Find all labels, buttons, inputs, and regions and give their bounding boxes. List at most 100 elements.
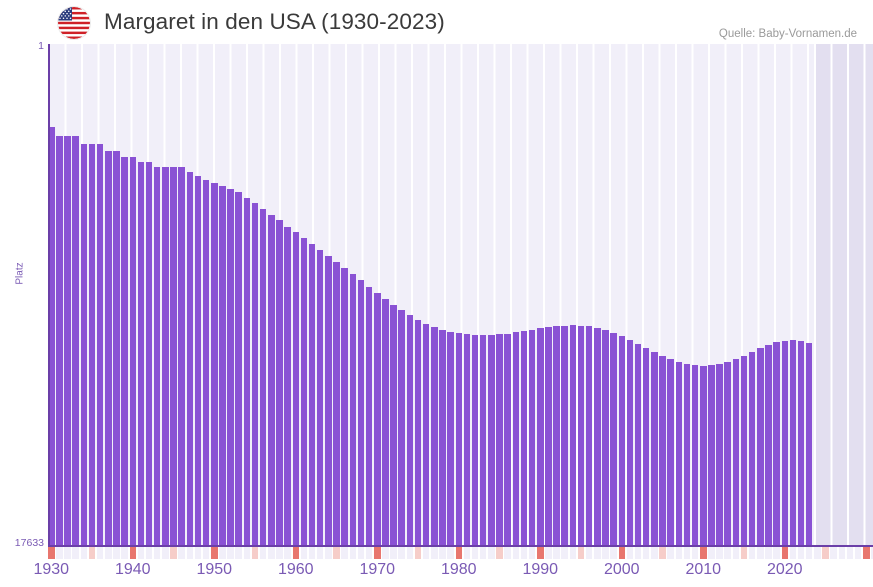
bar[interactable] [651, 351, 658, 546]
bar[interactable] [88, 143, 96, 546]
bar[interactable] [520, 331, 528, 546]
bar[interactable] [789, 340, 797, 546]
bar[interactable] [512, 332, 520, 546]
bar[interactable] [219, 186, 226, 546]
bar[interactable] [72, 136, 79, 546]
bar[interactable] [406, 315, 414, 546]
bar[interactable] [170, 167, 177, 546]
bar[interactable] [268, 215, 275, 546]
bar[interactable] [748, 352, 756, 546]
bar[interactable] [276, 220, 283, 546]
bar[interactable] [724, 362, 731, 546]
bar[interactable] [113, 150, 120, 546]
bar[interactable] [64, 136, 71, 546]
bar[interactable] [316, 249, 324, 546]
bar[interactable] [463, 334, 471, 546]
bar[interactable] [80, 143, 88, 546]
bar[interactable] [618, 335, 626, 546]
bar[interactable] [431, 327, 438, 546]
bar[interactable] [683, 364, 691, 546]
bar[interactable] [773, 342, 780, 546]
bar[interactable] [341, 268, 348, 546]
bar[interactable] [145, 162, 153, 546]
bar[interactable] [781, 340, 789, 546]
bar[interactable] [577, 325, 585, 546]
bar[interactable] [585, 326, 593, 546]
bar[interactable] [805, 343, 813, 546]
bar[interactable] [691, 365, 699, 546]
bar[interactable] [716, 364, 723, 546]
bar[interactable] [659, 355, 666, 546]
bar[interactable] [765, 345, 772, 546]
bar[interactable] [357, 280, 365, 546]
bar[interactable] [634, 343, 642, 546]
bar[interactable] [56, 136, 63, 546]
bar[interactable] [414, 319, 422, 546]
bar[interactable] [390, 304, 397, 546]
bar[interactable] [186, 171, 194, 546]
bar[interactable] [626, 339, 634, 546]
bar[interactable] [708, 365, 715, 546]
bar[interactable] [740, 356, 748, 546]
bar[interactable] [325, 255, 332, 546]
bar[interactable] [479, 335, 487, 546]
bar[interactable] [96, 143, 104, 546]
bar[interactable] [675, 362, 683, 546]
bar[interactable] [439, 329, 446, 546]
bar[interactable] [528, 329, 536, 546]
y-axis-title: Platz [14, 262, 26, 285]
x-tick-label: 2020 [766, 561, 803, 578]
bar[interactable] [447, 331, 454, 546]
bar[interactable] [162, 167, 169, 546]
bar[interactable] [308, 243, 316, 546]
bar[interactable] [259, 209, 267, 546]
bar[interactable] [488, 334, 495, 546]
bar[interactable] [537, 327, 544, 546]
bar[interactable] [602, 329, 609, 546]
bar[interactable] [194, 175, 202, 546]
bar[interactable] [610, 332, 617, 546]
bar[interactable] [292, 232, 300, 546]
bar[interactable] [667, 359, 674, 546]
bar[interactable] [211, 183, 218, 546]
bar[interactable] [284, 226, 291, 546]
bar[interactable] [496, 334, 503, 546]
bar[interactable] [561, 325, 568, 546]
x-tick-minor [724, 547, 731, 559]
bar[interactable] [545, 326, 552, 546]
bar[interactable] [594, 327, 601, 546]
bar[interactable] [797, 341, 805, 546]
bar[interactable] [227, 189, 234, 546]
bar[interactable] [178, 167, 185, 546]
bar[interactable] [569, 325, 577, 546]
bar[interactable] [235, 192, 242, 546]
bar[interactable] [300, 238, 308, 546]
bar[interactable] [202, 179, 210, 546]
bar[interactable] [333, 262, 340, 546]
bar[interactable] [243, 197, 251, 546]
bar[interactable] [374, 292, 381, 546]
bar[interactable] [137, 162, 145, 546]
bar[interactable] [455, 333, 463, 546]
bar[interactable] [398, 310, 405, 546]
bar[interactable] [757, 348, 764, 546]
bar[interactable] [700, 365, 707, 546]
bar[interactable] [153, 167, 161, 546]
bar[interactable] [732, 359, 740, 546]
bar[interactable] [471, 334, 479, 546]
x-tick-minor [64, 547, 71, 559]
bar[interactable] [129, 156, 137, 546]
x-tick-minor [805, 547, 813, 559]
bar[interactable] [553, 326, 560, 546]
bar[interactable] [48, 126, 55, 546]
bar[interactable] [504, 333, 511, 546]
bar[interactable] [365, 286, 373, 546]
x-tick-minor [651, 547, 658, 559]
bar[interactable] [121, 156, 128, 546]
bar[interactable] [422, 323, 430, 546]
bar[interactable] [642, 347, 650, 546]
bar[interactable] [382, 298, 389, 546]
bar[interactable] [251, 202, 259, 546]
bar[interactable] [349, 274, 357, 546]
bar[interactable] [105, 150, 112, 546]
